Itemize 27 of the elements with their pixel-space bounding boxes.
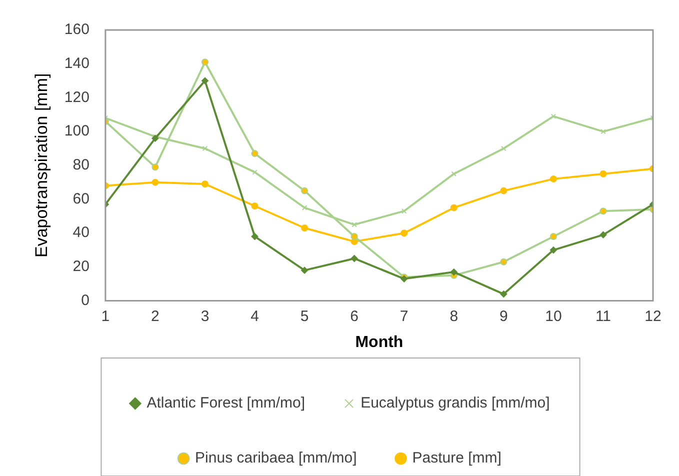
- y-tick-label: 20: [72, 258, 90, 276]
- y-tick-label: 40: [72, 224, 90, 242]
- x-tick-label: 12: [644, 308, 662, 325]
- x-tick-label: 7: [400, 308, 408, 325]
- y-tick-label: 60: [72, 190, 90, 208]
- y-tick-label: 160: [64, 21, 90, 38]
- legend-label: Pasture [mm]: [412, 450, 502, 467]
- x-tick-label: 4: [250, 308, 259, 325]
- x-axis-title: Month: [355, 334, 404, 351]
- x-tick-label: 2: [151, 308, 160, 325]
- legend-label: Pinus caribaea [mm/mo]: [195, 450, 357, 467]
- x-tick-label: 1: [101, 308, 110, 325]
- y-tick-label: 0: [81, 292, 90, 309]
- y-tick-label: 140: [64, 54, 90, 72]
- x-tick-label: 5: [300, 308, 309, 325]
- y-tick-label: 100: [64, 122, 90, 140]
- y-axis-title: Evapotranspiration [mm]: [32, 73, 51, 258]
- x-tick-label: 9: [499, 308, 508, 325]
- x-tick-label: 6: [350, 308, 358, 325]
- x-tick-label: 3: [200, 308, 210, 325]
- x-tick-label: 8: [450, 308, 458, 325]
- y-tick-label: 120: [64, 88, 90, 106]
- x-tick-label: 11: [595, 308, 612, 325]
- legend-label: Eucalyptus grandis [mm/mo]: [360, 394, 550, 412]
- y-tick-label: 80: [72, 156, 90, 174]
- x-tick-label: 10: [545, 308, 562, 325]
- legend-label: Atlantic Forest [mm/mo]: [146, 394, 306, 412]
